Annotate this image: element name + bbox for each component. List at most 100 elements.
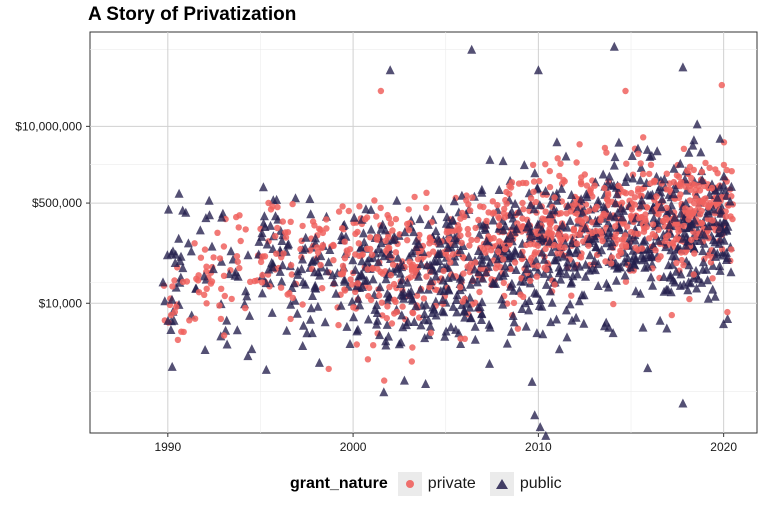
- public-point: [441, 326, 451, 336]
- public-point: [406, 290, 416, 300]
- public-point: [289, 278, 299, 288]
- public-point: [715, 133, 725, 143]
- public-point: [167, 294, 177, 304]
- private-point: [220, 332, 228, 339]
- public-point: [290, 295, 300, 305]
- legend-key-public: [489, 472, 514, 496]
- public-point: [217, 212, 227, 222]
- public-point: [392, 262, 402, 272]
- public-point: [498, 270, 508, 280]
- public-point: [524, 188, 534, 198]
- private-point: [430, 248, 437, 255]
- public-point: [331, 288, 341, 298]
- public-point: [375, 330, 385, 340]
- private-point: [353, 341, 360, 348]
- public-point: [385, 249, 395, 259]
- public-point: [689, 215, 699, 225]
- public-point: [531, 255, 541, 265]
- private-point: [381, 377, 388, 384]
- public-point: [242, 291, 252, 301]
- public-point: [174, 188, 184, 198]
- private-point: [547, 221, 554, 228]
- private-point: [367, 234, 374, 241]
- public-point: [552, 195, 562, 205]
- private-point: [201, 246, 209, 253]
- private-point: [618, 242, 626, 250]
- public-point: [708, 260, 718, 270]
- private-point: [476, 203, 484, 210]
- public-point: [204, 195, 214, 205]
- public-point: [561, 269, 571, 279]
- public-point: [715, 261, 725, 271]
- private-point: [649, 221, 657, 228]
- public-point: [424, 315, 433, 325]
- public-point: [659, 286, 669, 296]
- private-point: [197, 254, 205, 261]
- private-point: [385, 215, 393, 222]
- public-point: [590, 256, 600, 265]
- public-point: [357, 256, 367, 266]
- private-point: [519, 199, 526, 207]
- public-point: [470, 321, 480, 331]
- private-point: [383, 315, 390, 322]
- private-point: [409, 344, 416, 351]
- public-point: [698, 257, 708, 267]
- private-point: [688, 236, 695, 244]
- private-point: [542, 161, 549, 168]
- public-point: [710, 237, 720, 247]
- public-point: [678, 62, 688, 72]
- private-point: [680, 222, 688, 230]
- public-point: [257, 228, 267, 238]
- public-point: [374, 244, 384, 254]
- public-point: [662, 323, 672, 333]
- public-point: [464, 251, 474, 261]
- private-point: [323, 216, 330, 223]
- private-point: [460, 270, 467, 277]
- public-point: [524, 305, 534, 315]
- public-point: [576, 194, 586, 204]
- private-point: [557, 160, 564, 167]
- private-point: [529, 161, 537, 169]
- public-point: [664, 220, 674, 230]
- public-point: [444, 242, 453, 252]
- private-point: [500, 256, 507, 263]
- public-point: [522, 258, 532, 268]
- private-point: [366, 284, 373, 292]
- public-point: [527, 376, 537, 386]
- private-point: [214, 229, 221, 236]
- private-point: [386, 283, 393, 291]
- public-point: [414, 239, 424, 249]
- public-point: [498, 156, 508, 166]
- x-tick-label: 2020: [710, 440, 737, 454]
- public-point: [416, 259, 426, 269]
- private-point: [392, 249, 400, 256]
- private-point: [722, 213, 730, 220]
- public-point: [545, 209, 555, 219]
- private-point: [723, 166, 731, 174]
- public-point: [584, 234, 594, 244]
- public-point: [409, 317, 419, 326]
- private-point: [420, 295, 428, 302]
- private-point: [659, 217, 667, 225]
- public-point: [521, 321, 531, 331]
- public-point: [715, 182, 725, 192]
- public-point: [186, 246, 196, 256]
- private-point: [363, 245, 371, 252]
- public-point: [697, 175, 707, 184]
- private-point: [688, 174, 695, 182]
- private-point: [289, 294, 296, 301]
- public-point: [507, 278, 517, 288]
- private-point: [449, 251, 457, 258]
- private-point: [368, 251, 376, 258]
- public-point: [508, 311, 518, 320]
- private-point: [447, 259, 454, 266]
- public-point: [557, 183, 567, 193]
- private-point: [628, 206, 636, 213]
- public-point: [347, 296, 357, 306]
- private-point: [702, 159, 709, 167]
- private-point: [705, 252, 712, 259]
- private-point: [440, 267, 447, 275]
- public-point: [681, 240, 691, 250]
- public-point: [572, 269, 582, 279]
- public-point: [409, 227, 419, 237]
